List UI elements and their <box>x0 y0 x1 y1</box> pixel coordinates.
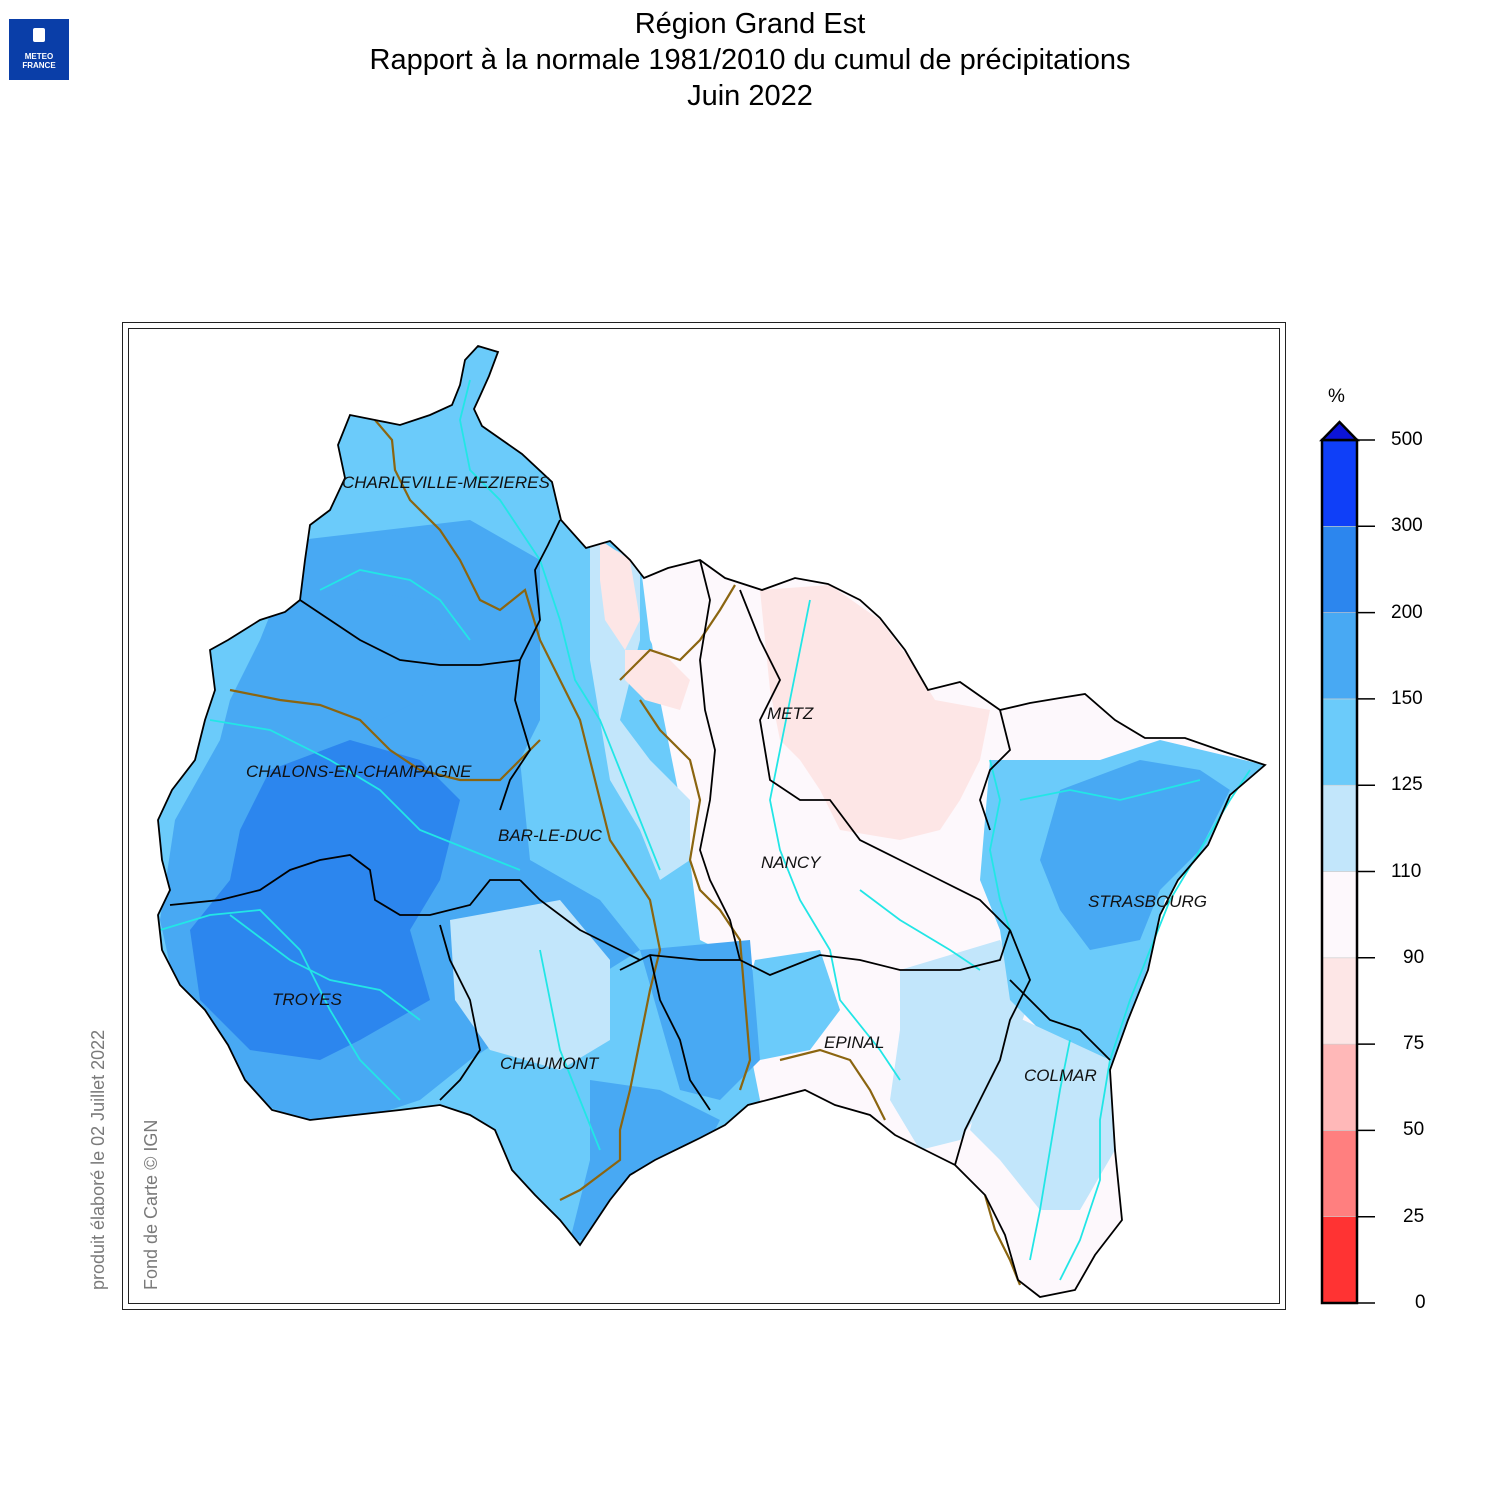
river-marne-upper <box>539 949 601 1151</box>
meteo-france-logo: METEO FRANCE <box>9 19 69 80</box>
basin-divide-champagne <box>229 688 541 782</box>
city-label-barleduc: BAR-LE-DUC <box>498 826 602 845</box>
map-frame-outer <box>122 322 1286 1310</box>
legend-swatch-150-200 <box>1321 612 1358 700</box>
river-ill <box>1029 1039 1071 1261</box>
legend-tick-label: 110 <box>1391 860 1422 882</box>
city-label-chaumont: CHAUMONT <box>500 1054 599 1073</box>
border-moselle-mm <box>739 589 1011 931</box>
legend-tick-label: 75 <box>1403 1033 1425 1055</box>
city-label-epinal: EPINAL <box>824 1033 885 1052</box>
logo-line-2: FRANCE <box>22 61 56 70</box>
logo-line-1: METEO <box>24 52 54 61</box>
legend-unit: % <box>1328 386 1345 407</box>
legend-tick-label: 50 <box>1403 1119 1425 1141</box>
legend-swatch-0-25 <box>1321 1216 1358 1304</box>
legend-tick-label: 90 <box>1403 946 1425 968</box>
river-aube <box>229 914 421 1021</box>
basin-divide-west <box>374 419 662 1201</box>
legend-overflow-arrow <box>1319 420 1360 442</box>
city-label-nancy: NANCY <box>761 853 821 872</box>
river-seine <box>159 909 401 1101</box>
river-meuse <box>459 379 661 871</box>
legend-tick-label: 300 <box>1391 515 1423 537</box>
zone-110-125-colmar <box>970 1000 1115 1210</box>
zone-75-90-meuse <box>625 650 690 710</box>
map-title-block: Région Grand Est Rapport à la normale 19… <box>0 6 1500 114</box>
legend-tick-label: 500 <box>1391 429 1423 450</box>
border-moselle-basrhin <box>979 709 1011 831</box>
border-aube-hautemarne <box>439 924 481 1101</box>
border-ardennes-meuse <box>519 519 561 661</box>
title-description: Rapport à la normale 1981/2010 du cumul … <box>369 44 1131 76</box>
border-ardennes-marne <box>299 599 521 666</box>
title-region: Région Grand Est <box>634 8 866 40</box>
legend-tick-label: 25 <box>1403 1205 1425 1227</box>
legend-swatch-90-110 <box>1321 871 1358 959</box>
zone-110-125-chaumont <box>450 900 610 1070</box>
zone-150-200-vosges-west <box>640 940 760 1100</box>
basin-divide-vosges <box>779 1048 886 1121</box>
border-marne-meuse <box>499 659 531 811</box>
zone-200-300-troyes <box>190 740 460 1060</box>
border-meuse-mm <box>699 559 741 961</box>
zone-150-200-strasbourg <box>1040 760 1230 950</box>
legend-swatch-125-150 <box>1321 698 1358 786</box>
border-mm-vosges <box>619 929 1011 976</box>
border-meuse-hautemarne <box>519 879 641 961</box>
river-sarre <box>989 759 1011 931</box>
logo-mark-icon <box>33 28 45 42</box>
city-label-colmar: COLMAR <box>1024 1066 1097 1085</box>
river-aisne <box>319 569 471 641</box>
legend-swatch-75-90 <box>1321 957 1358 1045</box>
zone-150-200-north <box>300 580 450 720</box>
border-basrhin-hautrhin <box>1009 979 1111 1061</box>
city-label-chalons: CHALONS-EN-CHAMPAGNE <box>246 762 472 781</box>
map-frame-inner <box>128 328 1280 1304</box>
zone-75-90-ardennes <box>600 540 640 650</box>
title-period: Juin 2022 <box>687 80 813 112</box>
zone-125-150-epinal-west <box>745 950 840 1060</box>
legend-tick-label: 125 <box>1391 774 1423 796</box>
legend-tick-label: 0 <box>1415 1292 1426 1313</box>
river-marne <box>209 719 521 871</box>
legend-swatch-110-125 <box>1321 784 1358 872</box>
legend-swatch-200-300 <box>1321 525 1358 613</box>
river-moder <box>1019 779 1201 801</box>
legend-tick-label: 150 <box>1391 687 1423 709</box>
city-label-metz: METZ <box>767 704 814 723</box>
city-label-strasbourg: STRASBOURG <box>1088 892 1208 911</box>
city-label-charleville: CHARLEVILLE-MEZIERES <box>342 473 550 492</box>
basin-divide-meuse <box>639 699 752 1091</box>
river-meurthe <box>859 889 981 971</box>
zone-110-125-vosges <box>890 940 1030 1150</box>
city-label-troyes: TROYES <box>272 990 342 1009</box>
legend-swatch-50-75 <box>1321 1043 1358 1131</box>
legend-swatch-300-500 <box>1321 439 1358 527</box>
legend-swatch-25-50 <box>1321 1130 1358 1218</box>
river-rhine <box>1059 769 1251 1281</box>
border-vosges-alsace <box>954 929 1031 1166</box>
zone-75-90-moselle <box>760 585 990 840</box>
river-moselle <box>769 599 901 1081</box>
legend-tick-label: 200 <box>1391 601 1423 623</box>
border-hautemarne-vosges <box>649 954 711 1111</box>
rivers <box>159 379 1251 1281</box>
basin-divide-north <box>619 584 736 681</box>
border-marne-aube <box>169 854 520 916</box>
zone-150-200-south <box>570 1080 720 1240</box>
department-borders <box>157 345 1266 1298</box>
